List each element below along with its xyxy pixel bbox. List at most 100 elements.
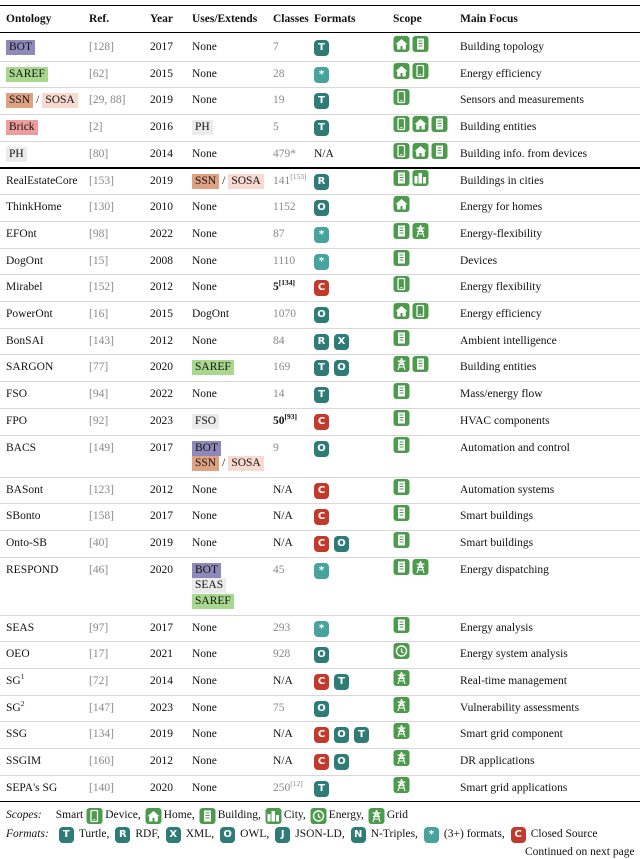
uses-line: None <box>192 647 217 662</box>
main-focus: HVAC components <box>460 414 550 427</box>
classes-count: 1070 <box>273 308 296 320</box>
row-rule <box>0 194 640 196</box>
reference: [98] <box>89 227 109 240</box>
text: OEO <box>6 648 30 661</box>
classes-count: 141 <box>273 174 291 187</box>
year: 2015 <box>150 67 173 80</box>
uses-extends: None <box>192 701 217 716</box>
formats: R <box>314 173 334 190</box>
classes-count: N/A <box>273 483 293 496</box>
main-focus: Building entities <box>460 361 537 374</box>
uses-extends: None <box>192 93 217 108</box>
scope-icon <box>393 169 410 186</box>
uses-line: BOT <box>192 440 264 456</box>
row-rule <box>0 774 640 776</box>
scope-icon <box>393 558 410 575</box>
text: None <box>192 254 217 267</box>
row-rule <box>0 274 640 276</box>
scope-icon <box>393 505 410 522</box>
year: 2012 <box>150 483 173 496</box>
main-focus: Energy system analysis <box>460 648 568 661</box>
classes-count: 1152 <box>273 201 296 214</box>
text: SG <box>6 701 21 714</box>
scope-icon <box>393 696 410 713</box>
year: 2022 <box>150 388 173 401</box>
main-focus: Devices <box>460 254 498 267</box>
row-rule <box>0 327 640 329</box>
classes-count: 87 <box>273 227 285 240</box>
scope-icon <box>393 532 410 549</box>
formats: N/A <box>314 147 334 162</box>
year: 2008 <box>150 254 173 267</box>
text: None <box>192 227 217 240</box>
uses-line: None <box>192 754 217 769</box>
classes-count: 5 <box>273 281 279 294</box>
text: None <box>192 648 217 661</box>
header-rule <box>0 32 640 33</box>
formats: C <box>314 509 334 526</box>
scope <box>393 436 412 453</box>
ontology-name: ThinkHome <box>6 200 62 215</box>
row-rule <box>0 301 640 302</box>
row-rule <box>0 247 640 249</box>
classes-count: N/A <box>273 674 293 687</box>
classes-count: 169 <box>273 361 291 374</box>
year: 2012 <box>150 755 173 767</box>
classes: 9 <box>273 441 279 456</box>
reference: [160] <box>89 755 114 767</box>
main-focus: Smart grid applications <box>460 781 568 794</box>
ontology-name: SSN / SOSA <box>6 93 78 109</box>
ontology-tag: PH <box>6 146 27 162</box>
legend-label: Formats: <box>6 828 49 841</box>
formats: O <box>314 700 334 717</box>
scope <box>393 329 412 346</box>
scope-icon <box>393 776 410 793</box>
classes: 14 <box>273 387 285 402</box>
ontology-name: BonSAI <box>6 334 44 349</box>
scope <box>393 116 450 133</box>
classes-count: 45 <box>273 563 285 576</box>
uses-extends: None <box>192 754 217 769</box>
classes: 75 <box>273 701 285 716</box>
ontology-tag: SAREF <box>192 360 234 376</box>
text: SBonto <box>6 510 41 523</box>
uses-line: DogOnt <box>192 307 229 322</box>
bottom-rule <box>0 801 640 803</box>
classes-count: 5 <box>273 121 279 134</box>
column-header: Formats <box>314 13 356 25</box>
text: None <box>192 701 217 714</box>
classes: 19 <box>273 93 285 108</box>
classes: 141[153] <box>273 172 307 189</box>
formats: * <box>314 66 334 83</box>
row-rule <box>0 60 640 62</box>
scope <box>393 383 412 400</box>
uses-extends: None <box>192 536 217 551</box>
format-badge: O <box>314 647 329 664</box>
legend-text: OWL, <box>240 828 270 841</box>
year: 2019 <box>150 94 173 107</box>
format-badge: O <box>314 200 329 217</box>
uses-extends: None <box>192 483 217 498</box>
superscript: 1 <box>20 672 25 682</box>
classes: 87 <box>273 227 285 242</box>
text: ThinkHome <box>6 201 62 214</box>
ontology-tag: SOSA <box>228 456 264 471</box>
main-focus: Energy for homes <box>460 201 543 214</box>
scope-icon <box>393 196 410 213</box>
main-focus: Vulnerability assessments <box>460 701 580 714</box>
scope <box>393 222 431 239</box>
reference: [72] <box>89 674 109 687</box>
ontology-name: SG1 <box>6 672 25 689</box>
uses-line: None <box>192 40 217 55</box>
uses-extends: None <box>192 334 217 349</box>
format-badge: J <box>275 826 291 843</box>
superscript: 2 <box>20 698 25 708</box>
classes-count: 9 <box>273 441 279 454</box>
format-badge: O <box>314 307 329 323</box>
year: 2023 <box>150 414 173 427</box>
year: 2019 <box>150 728 173 741</box>
main-focus: Energy efficiency <box>460 67 542 80</box>
text: None <box>192 674 217 687</box>
formats: * <box>314 620 334 637</box>
main-focus: Buildings in cities <box>460 174 544 187</box>
